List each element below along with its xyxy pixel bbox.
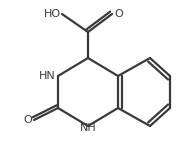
Text: HO: HO xyxy=(44,9,61,19)
Text: HN: HN xyxy=(39,71,56,81)
Text: NH: NH xyxy=(80,123,96,133)
Text: O: O xyxy=(23,115,32,125)
Text: O: O xyxy=(114,9,123,19)
